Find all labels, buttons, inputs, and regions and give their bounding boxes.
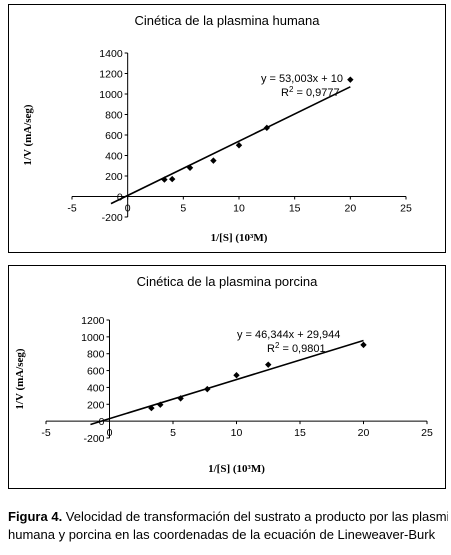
trendline — [90, 339, 364, 426]
y-tick-label: 200 — [87, 399, 105, 411]
data-point — [235, 142, 243, 149]
y-tick-label: -200 — [83, 433, 104, 445]
x-tick-label: 15 — [289, 203, 301, 215]
x-tick-label: 5 — [170, 427, 176, 439]
data-point — [161, 176, 168, 183]
data-point — [157, 401, 164, 408]
x-tick-label: -5 — [67, 203, 76, 215]
data-point — [360, 341, 367, 349]
data-point — [347, 76, 354, 83]
data-point — [169, 175, 176, 183]
y-tick-label: 0 — [117, 192, 123, 204]
x-axis-label: 1/[S] (10³M) — [208, 463, 265, 475]
caption-line-1: Velocidad de transformación del sustrato… — [62, 509, 448, 524]
data-point — [263, 124, 271, 132]
r-squared-exponent: 2 — [275, 341, 280, 350]
chart-title: Cinética de la plasmina porcina — [136, 274, 318, 289]
data-point — [233, 372, 240, 379]
x-tick-label: 10 — [231, 427, 243, 439]
y-tick-label: 1200 — [81, 315, 105, 327]
y-tick-label: -200 — [102, 212, 123, 224]
chart-panel-porcina: Cinética de la plasmina porcina -200 0 200… — [8, 265, 446, 489]
caption-line-2: humana y porcina en las coordenadas de l… — [8, 527, 436, 542]
chart-panel-humana: Cinética de la plasmina humana -200 0 200 4… — [8, 4, 446, 253]
x-tick-label: 0 — [125, 203, 131, 215]
x-tick-label: 15 — [294, 427, 306, 439]
x-tick-label: 5 — [180, 203, 186, 215]
x-axis-label: 1/[S] (10³M) — [211, 232, 268, 244]
x-tick-label: -5 — [41, 427, 50, 439]
y-tick-label: 1200 — [99, 69, 123, 81]
trendline — [110, 86, 351, 205]
figure-caption: Figura 4. Velocidad de transformación de… — [8, 508, 448, 544]
y-tick-label: 1400 — [99, 48, 123, 60]
x-tick-label: 0 — [107, 427, 113, 439]
trendline-equation: y = 46,344x + 29,944 — [237, 329, 340, 341]
y-tick-label: 400 — [87, 382, 105, 394]
r-squared-symbol: R — [267, 343, 275, 355]
y-tick-label: 800 — [87, 349, 105, 361]
r-squared-value: = 0,9801 — [279, 343, 325, 355]
data-point — [204, 385, 211, 393]
y-tick-label: 600 — [87, 366, 105, 378]
y-tick-label: 800 — [105, 110, 123, 122]
y-tick-label: 600 — [105, 130, 123, 142]
x-tick-label: 20 — [344, 203, 356, 215]
trendline-equation: y = 53,003x + 10 — [261, 73, 343, 85]
x-tick-label: 20 — [358, 427, 370, 439]
data-point — [265, 361, 272, 368]
caption-label: Figura 4. — [8, 509, 63, 524]
r-squared-value: = 0,9777 — [293, 87, 339, 99]
chart-title: Cinética de la plasmina humana — [134, 13, 320, 28]
y-tick-label: 0 — [99, 416, 105, 428]
x-tick-label: 10 — [233, 203, 245, 215]
y-axis-label: 1/V (mA/seg) — [22, 104, 34, 166]
data-point — [148, 404, 155, 412]
y-axis-label: 1/V (mA/seg) — [14, 348, 26, 410]
y-tick-label: 400 — [105, 151, 123, 163]
y-tick-label: 1000 — [99, 89, 123, 101]
y-tick-label: 1000 — [81, 332, 105, 344]
data-point — [210, 157, 217, 164]
data-point — [186, 164, 194, 171]
r-squared: R2 = 0,9801 — [267, 341, 326, 355]
r-squared: R2 = 0,9777 — [281, 85, 340, 99]
x-tick-label: 25 — [400, 203, 412, 215]
r-squared-exponent: 2 — [289, 85, 294, 94]
y-tick-label: 200 — [105, 171, 123, 183]
x-tick-label: 25 — [421, 427, 433, 439]
r-squared-symbol: R — [281, 87, 289, 99]
